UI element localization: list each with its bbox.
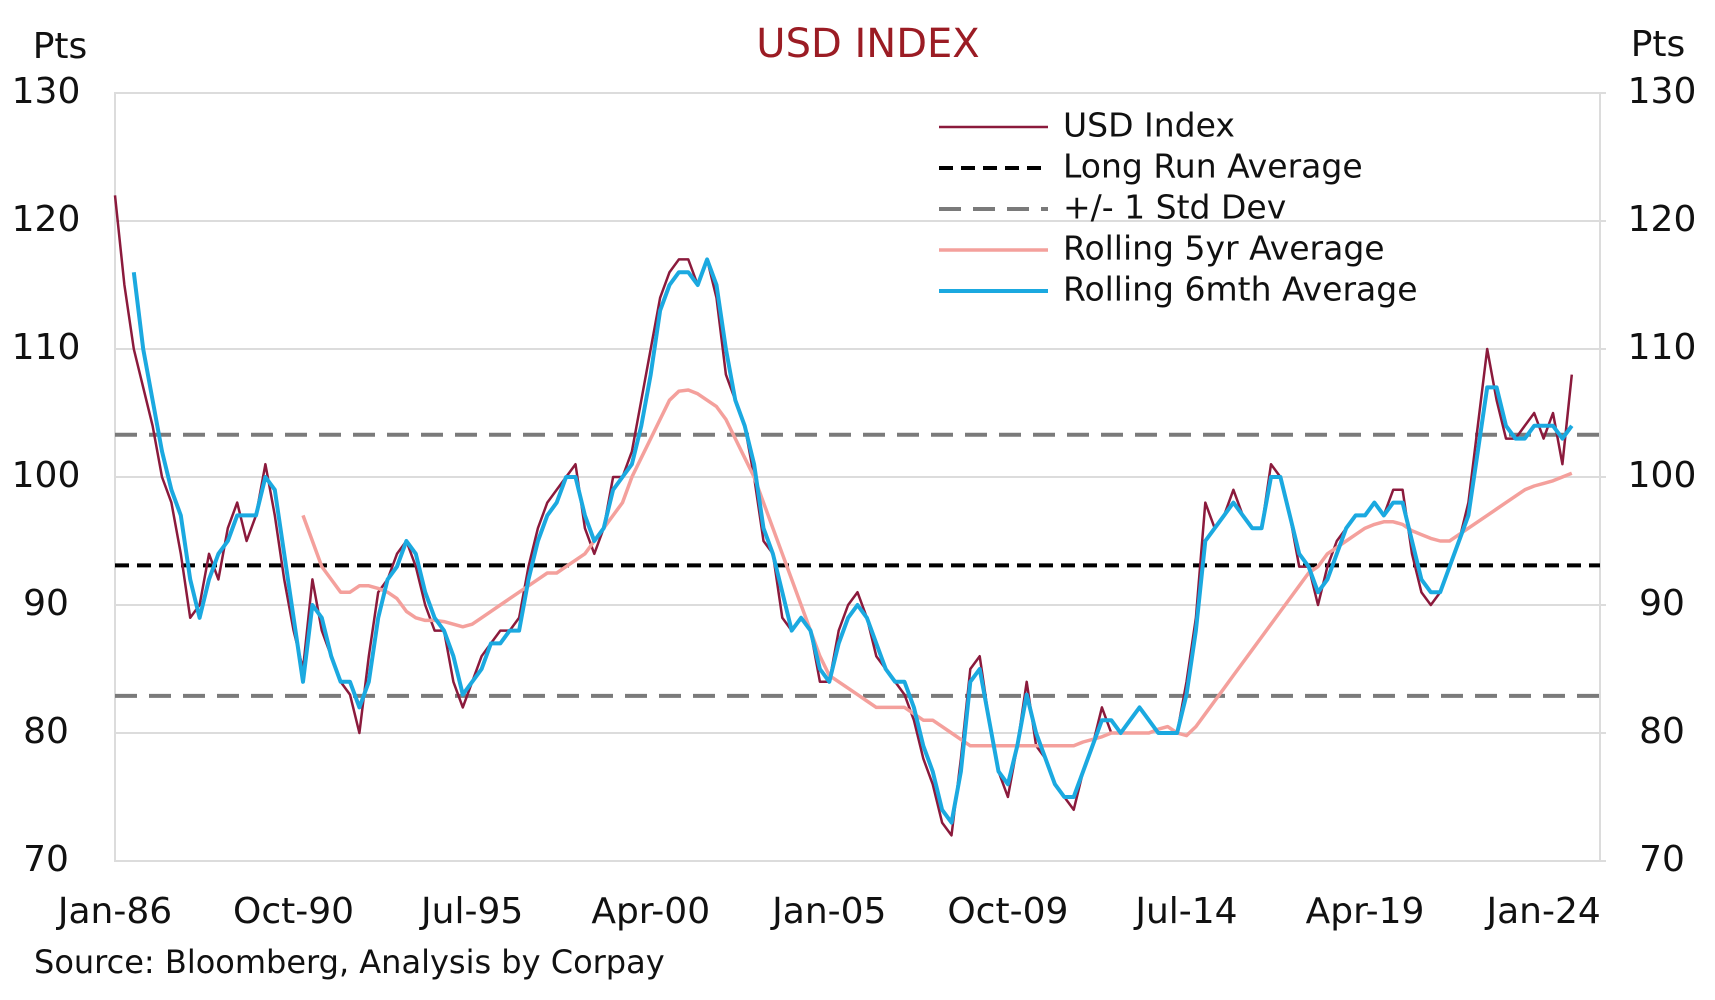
x-tick-label: Jan-24 [1484,891,1600,932]
y-tick-label: 120 [12,199,81,240]
x-tick-label: Jan-05 [770,891,886,932]
y2-tick-label: 100 [1628,455,1697,496]
x-tick-label: Apr-19 [1306,891,1425,932]
legend-label: USD Index [1063,106,1235,145]
x-tick-label: Oct-09 [947,891,1068,932]
y-tick-label: 70 [23,839,69,880]
x-tick-label: Oct-90 [233,891,354,932]
y2-tick-label: 70 [1639,839,1685,880]
legend-label: Long Run Average [1063,147,1363,186]
x-tick-label: Apr-00 [591,891,710,932]
y2-tick-label: 120 [1628,199,1697,240]
y-tick-label: 90 [23,583,69,624]
x-tick-label: Jul-95 [419,891,523,932]
y-axis-label: Pts [33,26,88,67]
plot-frame [114,92,1601,862]
y-tick-label: 80 [23,711,69,752]
y2-tick-label: 90 [1639,583,1685,624]
x-tick-label: Jul-14 [1133,891,1237,932]
series-line [301,388,1573,748]
series-line [131,257,1574,825]
y-tick-label: 110 [12,327,81,368]
y2-axis-label: Pts [1631,24,1686,65]
legend-label: Rolling 6mth Average [1063,270,1418,309]
chart-title: USD INDEX [756,21,979,67]
y2-tick-label: 80 [1639,711,1685,752]
series-line [113,195,1574,837]
y2-tick-label: 130 [1628,71,1697,112]
y2-tick-label: 110 [1628,327,1697,368]
y-tick-label: 130 [12,71,81,112]
x-tick-label: Jan-86 [56,891,172,932]
legend-label: +/- 1 Std Dev [1063,188,1286,227]
source-note: Source: Bloomberg, Analysis by Corpay [34,943,665,981]
legend-label: Rolling 5yr Average [1063,229,1385,268]
y-tick-label: 100 [12,455,81,496]
